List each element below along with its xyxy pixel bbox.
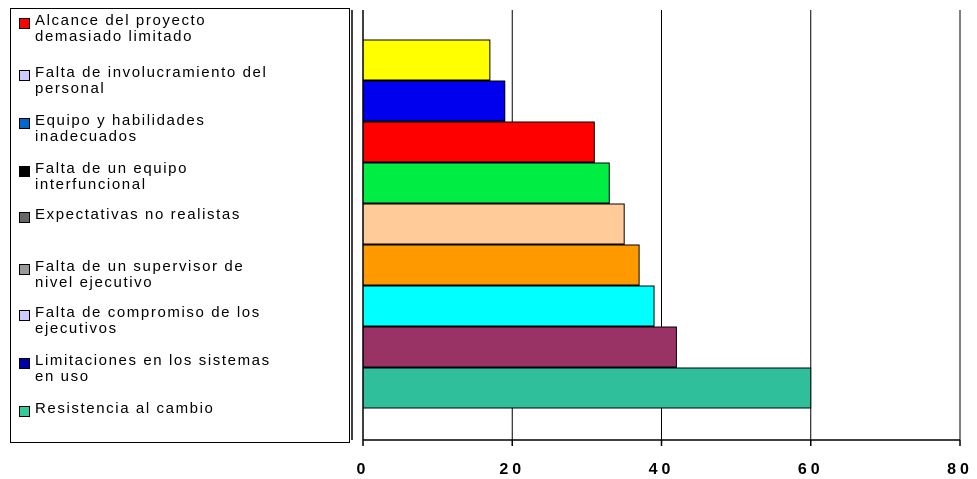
legend-item: Falta de un equipo interfuncional [19, 161, 339, 193]
bar [362, 39, 491, 81]
legend-item: Falta de involucramiento del personal [19, 65, 339, 97]
bar [362, 367, 812, 409]
x-tick-label: 60 [798, 461, 824, 478]
legend-swatch [19, 18, 30, 29]
legend-swatch [19, 70, 30, 81]
bar [362, 80, 506, 122]
legend-label: Falta de un supervisor de nivel ejecutiv… [35, 258, 245, 291]
bar [362, 285, 655, 327]
legend-label: Alcance del proyecto demasiado limitado [35, 12, 207, 45]
legend-label: Falta de compromiso de los ejecutivos [35, 304, 261, 337]
legend-swatch [19, 212, 30, 223]
bar [362, 326, 677, 368]
bar [362, 162, 610, 204]
legend-item: Equipo y habilidades inadecuados [19, 113, 339, 145]
legend-label: Equipo y habilidades inadecuados [35, 112, 206, 145]
legend-swatch [19, 118, 30, 129]
legend-label: Falta de un equipo interfuncional [35, 160, 189, 193]
legend-swatch [19, 264, 30, 275]
legend-label: Expectativas no realistas [35, 206, 241, 223]
legend-swatch [19, 358, 30, 369]
legend-item: Falta de compromiso de los ejecutivos [19, 305, 339, 337]
legend-item: Expectativas no realistas [19, 207, 339, 223]
bar [362, 244, 640, 286]
legend-item: Alcance del proyecto demasiado limitado [19, 13, 339, 45]
x-tick-label: 40 [649, 461, 675, 478]
legend-item: Resistencia al cambio [19, 401, 339, 417]
legend-item: Falta de un supervisor de nivel ejecutiv… [19, 259, 339, 291]
legend-label: Resistencia al cambio [35, 400, 215, 417]
legend-swatch [19, 310, 30, 321]
legend-swatch [19, 166, 30, 177]
legend-label: Falta de involucramiento del personal [35, 64, 268, 97]
legend: Alcance del proyecto demasiado limitado … [10, 8, 350, 443]
legend-item: Limitaciones en los sistemas en uso [19, 353, 339, 385]
bar [362, 203, 625, 245]
x-tick-label: 20 [499, 461, 525, 478]
bar [362, 121, 595, 163]
legend-label: Limitaciones en los sistemas en uso [35, 352, 271, 385]
x-tick-label: 80 [947, 461, 973, 478]
legend-swatch [19, 406, 30, 417]
x-tick-label: 0 [357, 461, 370, 478]
